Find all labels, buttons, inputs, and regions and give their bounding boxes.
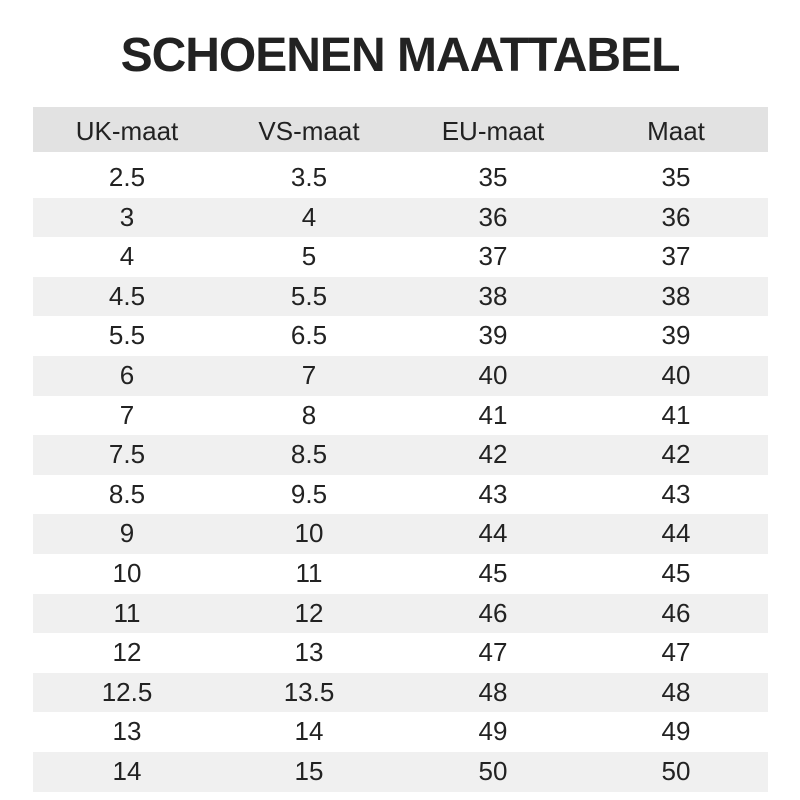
table-cell: 10 <box>294 518 324 549</box>
header-row: UK-maat VS-maat EU-maat Maat <box>33 107 768 152</box>
table-row: 10 11 45 45 <box>33 554 768 594</box>
table-row: 4.5 5.5 38 38 <box>33 276 768 317</box>
column-header: EU-maat <box>441 116 545 146</box>
table-cell: 45 <box>478 558 508 588</box>
table-row: 5.5 6.5 39 39 <box>33 316 768 356</box>
table-cell: 44 <box>661 518 691 549</box>
table-cell: 9.5 <box>290 478 328 509</box>
table-cell: 7 <box>119 399 135 430</box>
table-cell: 37 <box>661 241 691 272</box>
table-cell: 40 <box>661 360 691 390</box>
table-cell: 11 <box>295 558 323 588</box>
table-row: 12 13 47 47 <box>33 633 768 673</box>
table-cell: 47 <box>478 637 508 668</box>
table-cell: 12.5 <box>101 676 153 707</box>
table-cell: 4 <box>119 241 135 272</box>
table-cell: 3.5 <box>290 162 328 192</box>
table-cell: 9 <box>119 518 135 549</box>
table-cell: 15 <box>294 756 324 786</box>
column-header: VS-maat <box>258 116 360 146</box>
table-cell: 4 <box>301 201 317 232</box>
table-row: 3 4 36 36 <box>33 197 768 238</box>
table-cell: 8.5 <box>290 439 328 470</box>
table-cell: 44 <box>478 518 508 549</box>
table-cell: 41 <box>661 399 691 430</box>
table-cell: 46 <box>478 597 508 628</box>
table-row: 2.5 3.5 35 35 <box>33 158 768 198</box>
table-cell: 40 <box>478 360 508 390</box>
table-cell: 13.5 <box>283 676 335 707</box>
table-cell: 13 <box>294 637 324 668</box>
table-cell: 38 <box>661 280 691 311</box>
table-row: 4 5 37 37 <box>33 237 768 277</box>
table-cell: 50 <box>661 756 691 786</box>
table-cell: 6.5 <box>290 320 328 351</box>
table-cell: 12 <box>112 637 142 668</box>
table-cell: 38 <box>478 280 508 311</box>
table-cell: 14 <box>294 716 324 747</box>
table-cell: 39 <box>661 320 691 351</box>
table-cell: 4.5 <box>108 280 146 311</box>
table-cell: 36 <box>661 201 691 232</box>
table-cell: 43 <box>661 478 691 509</box>
column-header: UK-maat <box>75 116 179 146</box>
table-cell: 7.5 <box>108 439 146 470</box>
table-cell: 5.5 <box>290 280 328 311</box>
table-cell: 45 <box>661 558 691 588</box>
column-header: Maat <box>647 116 705 146</box>
table-row: 7.5 8.5 42 42 <box>33 435 768 475</box>
table-cell: 37 <box>478 241 508 272</box>
table-cell: 36 <box>478 201 508 232</box>
table-cell: 12 <box>294 597 324 628</box>
table-cell: 47 <box>661 637 691 668</box>
table-cell: 8 <box>301 399 317 430</box>
table-cell: 41 <box>478 399 508 430</box>
table-cell: 3 <box>119 201 135 232</box>
table-row: 14 15 50 50 <box>33 752 768 792</box>
table-cell: 7 <box>301 360 317 390</box>
table-cell: 50 <box>478 756 508 786</box>
table-row: 8.5 9.5 43 43 <box>33 475 768 515</box>
table-cell: 8.5 <box>108 478 146 509</box>
table-row: 9 10 44 44 <box>33 514 768 554</box>
table-cell: 35 <box>661 162 691 192</box>
table-row: 13 14 49 49 <box>33 712 768 752</box>
table-cell: 48 <box>478 676 508 707</box>
table-cell: 49 <box>478 716 508 747</box>
table-cell: 11 <box>113 597 141 628</box>
table-cell: 5 <box>301 241 317 272</box>
table-row: 7 8 41 41 <box>33 396 768 436</box>
table-cell: 49 <box>661 716 691 747</box>
table-cell: 2.5 <box>108 162 146 192</box>
table-cell: 46 <box>661 597 691 628</box>
table-cell: 6 <box>119 360 135 390</box>
table-cell: 35 <box>478 162 508 192</box>
table-cell: 42 <box>478 439 508 470</box>
table-cell: 10 <box>112 558 142 588</box>
table-cell: 39 <box>478 320 508 351</box>
table-cell: 43 <box>478 478 508 509</box>
table-cell: 42 <box>661 439 691 470</box>
page-title: SCHOENEN MAATTABEL <box>120 29 681 82</box>
table-cell: 5.5 <box>108 320 146 351</box>
table-row: 12.5 13.5 48 48 <box>33 672 768 713</box>
table-row: 11 12 46 46 <box>33 593 768 634</box>
table-cell: 13 <box>112 716 142 747</box>
table-cell: 14 <box>112 756 142 786</box>
table-cell: 48 <box>661 676 691 707</box>
table-row: 6 7 40 40 <box>33 356 768 396</box>
